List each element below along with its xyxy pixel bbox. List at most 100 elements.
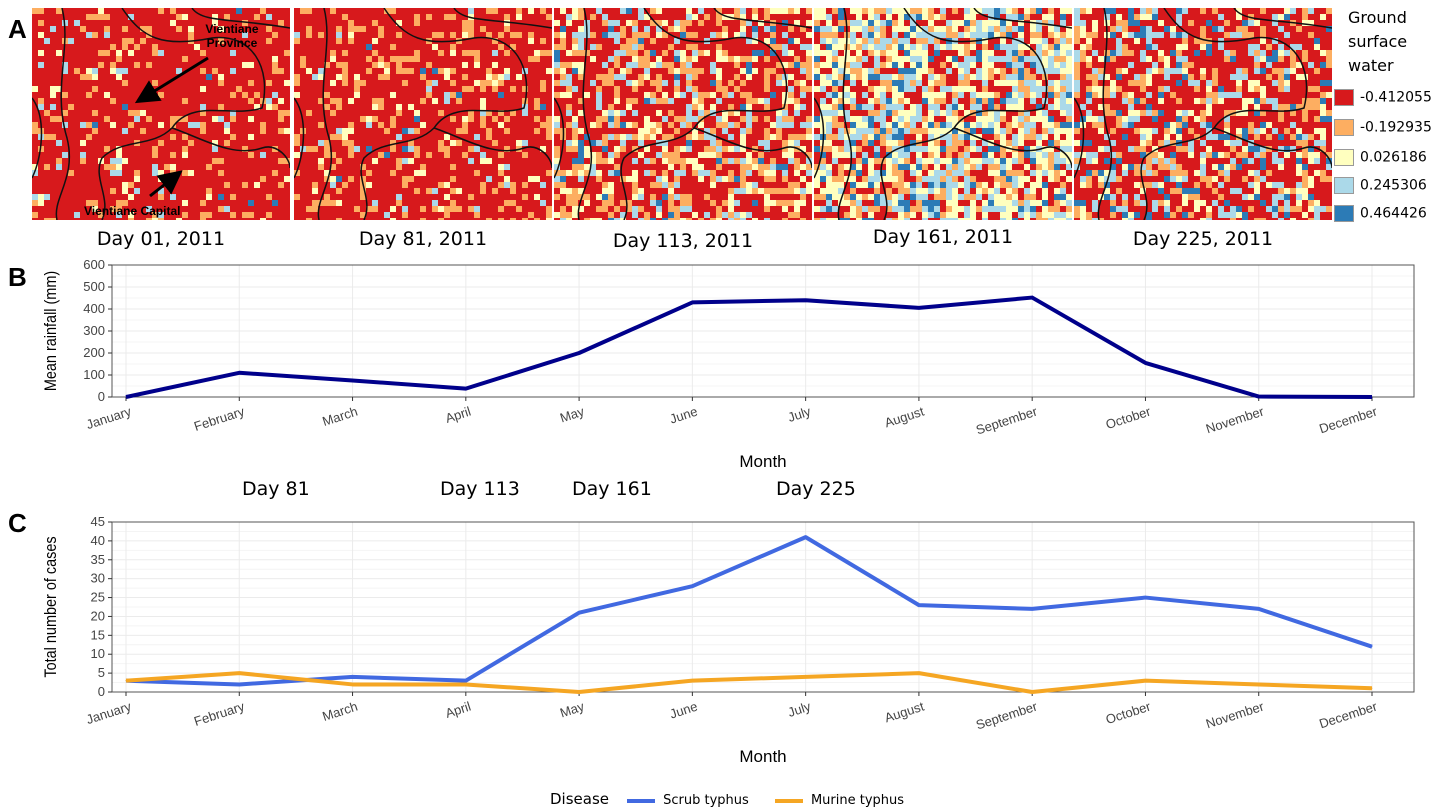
legend-label: 0.464426 (1360, 205, 1427, 222)
x-tick-label: February (192, 403, 247, 433)
y-tick-label: 200 (83, 345, 105, 360)
x-tick-label: July (786, 403, 813, 425)
legend-item-scrub: Scrub typhus (623, 793, 749, 808)
y-axis-label: Total number of cases (42, 536, 60, 677)
series-line (125, 671, 1373, 694)
x-tick-label: June (668, 699, 699, 722)
legend-title-line: Ground (1348, 8, 1407, 27)
map-day-113 (554, 8, 812, 220)
data-point (805, 676, 807, 678)
data-point (238, 372, 240, 374)
data-point (465, 388, 467, 390)
y-tick-label: 40 (91, 533, 105, 548)
x-tick-label: September (974, 403, 1040, 437)
y-tick-label: 100 (83, 367, 105, 382)
map-legend-entry: 0.464426 (1334, 205, 1427, 222)
x-tick-label: March (320, 699, 359, 724)
day-label: Day 225 (776, 478, 856, 500)
x-tick-label: May (558, 698, 586, 720)
legend-title: Disease (550, 790, 609, 808)
data-point (465, 683, 467, 685)
x-tick-label: March (320, 404, 359, 429)
data-point (691, 585, 693, 587)
y-tick-label: 5 (98, 665, 105, 680)
data-point (805, 536, 807, 538)
data-point (691, 301, 693, 303)
data-point (1258, 683, 1260, 685)
legend-line-scrub (627, 798, 656, 803)
y-tick-label: 300 (83, 323, 105, 338)
map-caption: Day 81, 2011 (358, 228, 488, 250)
x-tick-label: July (786, 698, 813, 720)
map-legend-entry: -0.412055 (1334, 89, 1432, 106)
x-tick-label: December (1317, 403, 1379, 436)
data-point (1371, 687, 1373, 689)
map-day-161 (814, 8, 1072, 220)
y-tick-label: 600 (83, 257, 105, 272)
legend-line-murine (774, 798, 803, 803)
annotation-arrows (134, 56, 209, 198)
x-axis-label: Month (739, 747, 786, 766)
y-tick-label: 25 (91, 590, 105, 605)
x-tick-label: December (1317, 698, 1379, 731)
data-point (918, 307, 920, 309)
data-point (238, 672, 240, 674)
data-point (578, 352, 580, 354)
data-point (1144, 597, 1146, 599)
data-point (1258, 396, 1260, 398)
legend-label: 0.026186 (1360, 149, 1427, 166)
x-tick-label: January (84, 698, 133, 727)
data-point (578, 612, 580, 614)
data-point (1258, 608, 1260, 610)
map-day-81 (294, 8, 552, 220)
map-caption: Day 161, 2011 (872, 226, 1014, 248)
data-point (1371, 646, 1373, 648)
legend-title-line: water (1348, 56, 1394, 75)
legend-swatch (1334, 89, 1354, 106)
map-legend-entry: 0.026186 (1334, 149, 1427, 166)
data-point (1144, 362, 1146, 364)
y-tick-label: 15 (91, 627, 105, 642)
map-caption: Day 113, 2011 (612, 230, 754, 252)
data-point (578, 691, 580, 693)
annotation-vientiane-capital: Vientiane Capital (84, 204, 181, 218)
data-point (918, 672, 920, 674)
panel-letter-b: B (8, 262, 27, 292)
legend-item-murine: Murine typhus (771, 793, 904, 808)
y-tick-label: 0 (98, 684, 105, 699)
panel-letter-c: C (8, 508, 27, 538)
map-legend-entry: -0.192935 (1334, 119, 1432, 136)
data-point (352, 380, 354, 381)
x-tick-label: February (192, 698, 247, 728)
day-label: Day 161 (572, 478, 652, 500)
map-legend-title: Ground surface water (1348, 6, 1407, 78)
data-point (238, 683, 240, 685)
legend-swatch (1334, 149, 1354, 166)
x-tick-label: October (1104, 403, 1153, 432)
series-line (125, 535, 1373, 687)
plot-frame (111, 521, 1415, 693)
data-point (1031, 691, 1033, 693)
data-point (1031, 297, 1033, 299)
map-image (554, 8, 812, 220)
data-point (1144, 680, 1146, 682)
y-tick-label: 500 (83, 279, 105, 294)
data-point (465, 680, 467, 682)
legend-label: -0.412055 (1360, 89, 1432, 106)
arrow-capital (149, 170, 183, 198)
day-label: Day 81 (242, 478, 310, 500)
x-tick-label: November (1204, 698, 1266, 731)
y-tick-label: 400 (83, 301, 105, 316)
data-point (1371, 396, 1373, 398)
x-tick-label: September (974, 698, 1040, 732)
y-tick-label: 35 (91, 552, 105, 567)
series-line (125, 295, 1373, 399)
x-axis-label: Month (739, 452, 786, 471)
map-caption: Day 225, 2011 (1132, 228, 1274, 250)
legend-title-line: surface (1348, 32, 1408, 51)
data-point (691, 680, 693, 682)
x-tick-label: April (443, 699, 472, 721)
x-tick-label: November (1204, 403, 1266, 436)
arrow-province (134, 56, 209, 104)
